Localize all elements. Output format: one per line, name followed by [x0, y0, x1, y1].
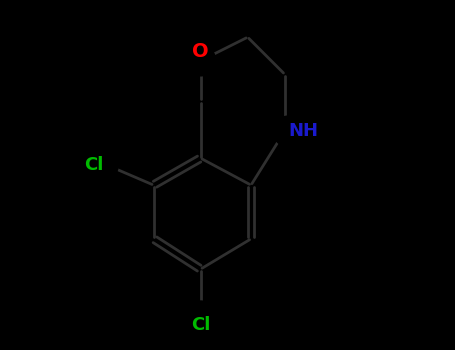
- Text: O: O: [192, 42, 209, 61]
- Text: Cl: Cl: [84, 156, 103, 174]
- Text: NH: NH: [288, 122, 318, 140]
- Circle shape: [273, 116, 303, 146]
- Circle shape: [186, 301, 216, 331]
- Circle shape: [186, 46, 216, 76]
- Text: Cl: Cl: [191, 316, 210, 334]
- Circle shape: [88, 150, 118, 180]
